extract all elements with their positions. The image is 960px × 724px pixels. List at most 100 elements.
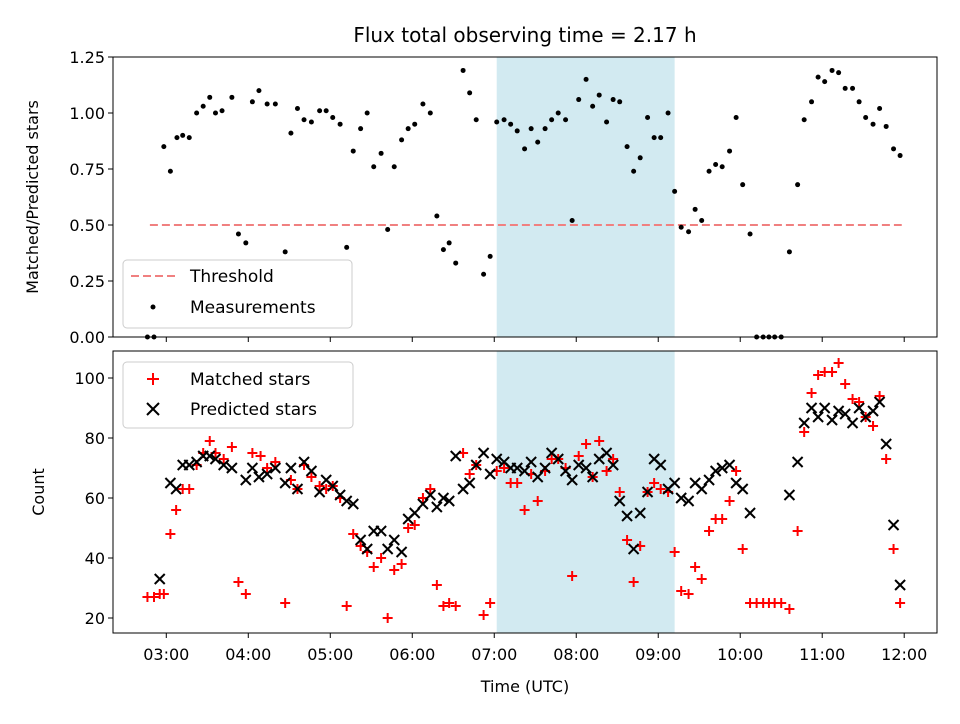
predicted-star-point	[253, 471, 265, 483]
predicted-star-point	[395, 546, 408, 558]
predicted-star-point	[170, 483, 182, 495]
measurement-point	[786, 249, 792, 255]
matched-star-point	[280, 598, 291, 608]
measurement-point	[330, 114, 336, 120]
predicted-star-point	[867, 405, 879, 417]
predicted-star-point	[703, 474, 715, 486]
measurement-point	[405, 126, 411, 132]
predicted-star-point	[566, 474, 578, 486]
measurement-point	[829, 67, 835, 73]
predicted-star-point	[511, 462, 523, 474]
measurement-point	[317, 108, 323, 114]
measurement-point	[460, 67, 466, 73]
matched-star-point	[737, 544, 748, 554]
predicted-star-point	[613, 495, 626, 507]
chart-title: Flux total observing time = 2.17 h	[353, 23, 696, 47]
predicted-star-point	[798, 417, 810, 429]
matched-star-point	[847, 394, 858, 404]
predicted-star-point	[668, 477, 681, 489]
measurement-point	[528, 126, 534, 132]
measurement-point	[514, 128, 520, 134]
measurement-point	[610, 97, 616, 103]
measurement-point	[473, 117, 479, 123]
measurement-point	[576, 97, 582, 103]
measurement-point	[420, 101, 426, 107]
matched-star-point	[382, 613, 393, 623]
matched-star-point	[478, 610, 489, 620]
bottom-xlabel: Time (UTC)	[480, 677, 569, 696]
measurement-point	[569, 218, 575, 224]
matched-star-point	[655, 484, 666, 494]
measurement-point	[282, 249, 288, 255]
measurement-point	[822, 79, 828, 85]
bottom-ytick-tick-label: 20	[85, 609, 105, 628]
measurement-point	[733, 114, 739, 120]
measurement-point	[604, 119, 610, 125]
matched-star-point	[581, 439, 592, 449]
predicted-star-point	[424, 489, 437, 501]
top-legend: Threshold Measurements	[122, 259, 353, 329]
measurement-point	[434, 213, 440, 219]
bottom-plot-frame	[112, 350, 938, 634]
predicted-star-point	[437, 492, 450, 504]
bottom-xtick-label: 11:00	[799, 645, 845, 664]
matched-star-point	[425, 484, 436, 494]
measurement-point	[651, 135, 657, 141]
measurement-point	[678, 224, 684, 230]
predicted-star-point	[518, 465, 531, 477]
measurement-point	[358, 126, 364, 132]
top-ytick-tick-label: 1.00	[69, 104, 105, 123]
measurement-point	[229, 94, 235, 100]
predicted-star-point	[154, 573, 166, 585]
matched-star-point	[171, 505, 182, 515]
measurement-point	[200, 103, 206, 109]
measurement-point	[391, 164, 397, 170]
matched-star-point	[827, 367, 838, 377]
matched-star-point	[409, 520, 420, 530]
predicted-star-point	[607, 459, 619, 471]
top-ytick-tick-label: 1.25	[69, 48, 105, 67]
predicted-star-point	[484, 468, 496, 480]
measurement-point	[212, 110, 218, 116]
matched-star-point	[389, 565, 400, 575]
measurement-point	[308, 119, 314, 125]
top-ytick-tick-label: 0.00	[69, 328, 105, 347]
bottom-xtick-label: 10:00	[717, 645, 763, 664]
predicted-star-point	[240, 474, 252, 486]
matched-star-point	[813, 370, 824, 380]
predicted-star-point	[853, 402, 865, 414]
top-panel: 0.00 0.25 0.50 0.75 1.00 1.25 Matched/Predict…	[23, 48, 938, 347]
predicted-star-point	[791, 456, 804, 468]
matched-star-point	[874, 391, 885, 401]
predicted-star-point	[846, 417, 859, 429]
measurement-point	[617, 99, 623, 105]
measurement-point	[467, 90, 473, 96]
measurement-point	[596, 92, 602, 98]
predicted-star-point	[654, 459, 667, 471]
matched-star-point	[784, 604, 795, 614]
measurement-point	[870, 121, 876, 127]
predicted-star-point	[621, 510, 633, 522]
measurement-point	[344, 244, 350, 250]
measurement-point	[186, 135, 192, 141]
measurement-point	[522, 146, 528, 152]
predicted-star-point	[279, 477, 291, 489]
measurement-point	[624, 144, 630, 150]
measurement-point	[842, 85, 848, 91]
predicted-star-point	[246, 462, 259, 474]
matched-star-point	[669, 547, 680, 557]
measurement-point	[713, 162, 719, 168]
predicted-star-point	[375, 525, 387, 537]
bottom-ytick-tick-label: 40	[85, 549, 105, 568]
measurement-point	[446, 240, 452, 246]
predicted-star-point	[634, 507, 646, 519]
matched-star-point	[704, 526, 715, 536]
matched-star-point	[840, 379, 851, 389]
matched-star-point	[833, 358, 844, 368]
measurement-point	[487, 253, 493, 259]
matched-star-point	[431, 580, 442, 590]
bottom-ytick-tick-label: 80	[85, 429, 105, 448]
predicted-star-point	[839, 408, 851, 420]
matched-star-point	[485, 598, 496, 608]
predicted-star-point	[532, 471, 544, 483]
